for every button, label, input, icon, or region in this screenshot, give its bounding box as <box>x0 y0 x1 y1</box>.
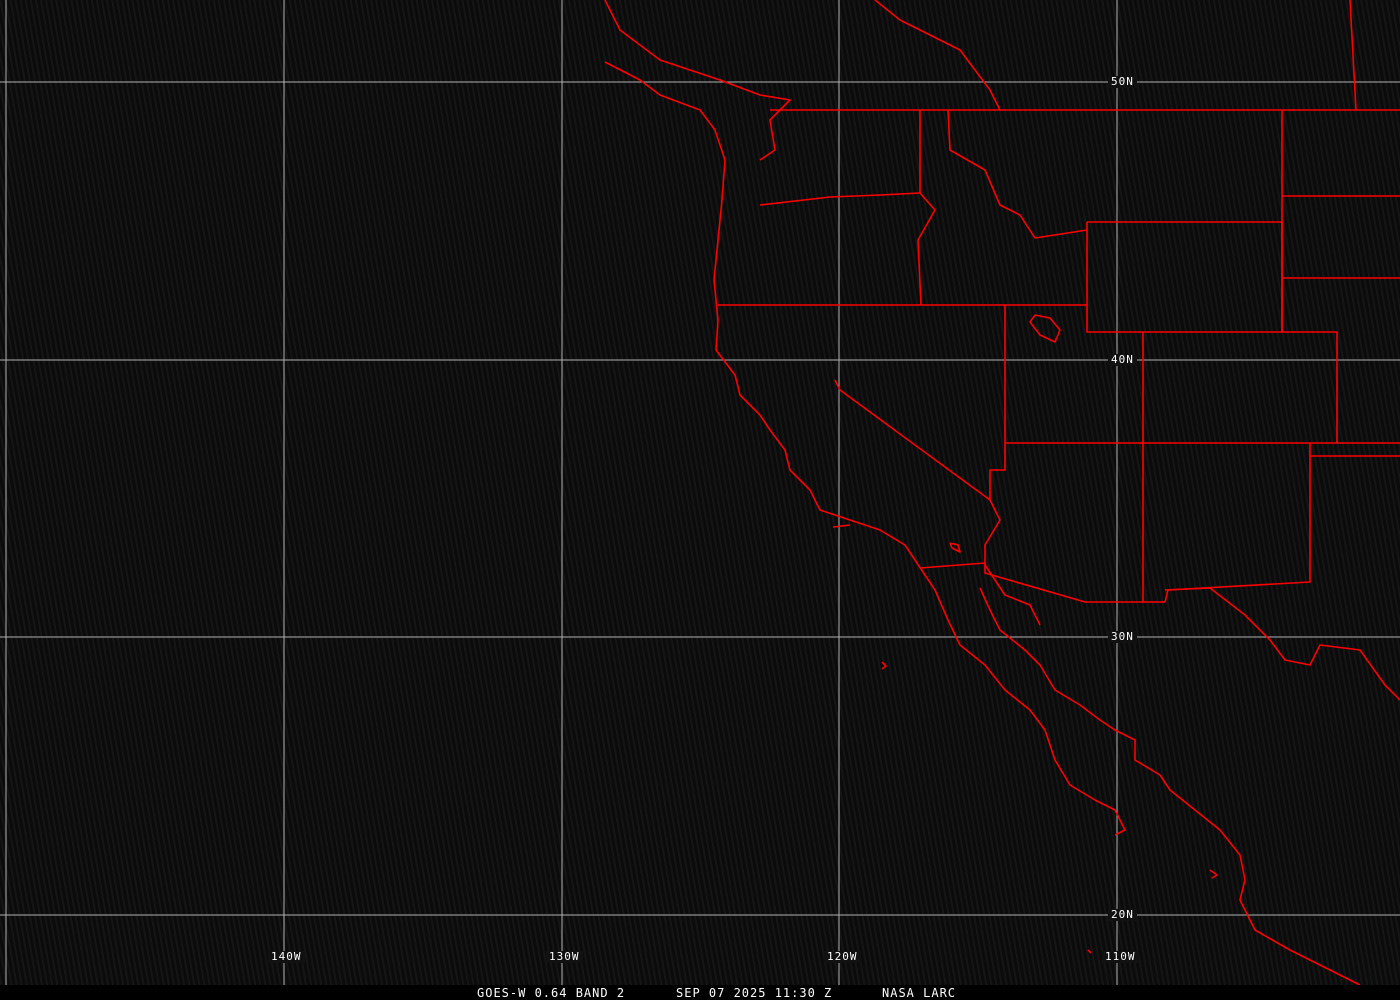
lon-label-120w: 120W <box>824 951 861 963</box>
colorado-border <box>1143 331 1338 443</box>
bc-interior <box>874 0 1001 111</box>
canada-coast <box>604 0 791 161</box>
alberta-border <box>1349 0 1357 111</box>
lat-label-50n: 50N <box>1108 76 1137 88</box>
ca-nv-border <box>834 379 1001 565</box>
mexico-coastline <box>984 564 1041 626</box>
baja-east-coastline <box>979 587 1361 986</box>
utah-border <box>1086 222 1144 602</box>
image-caption: GOES-W 0.64 BAND 2 SEP 07 2025 11:30 Z N… <box>0 985 1400 1000</box>
channel-islands <box>832 524 851 528</box>
lat-label-20n: 20N <box>1108 909 1137 921</box>
salton-sea <box>949 542 961 553</box>
wa-or-border <box>759 192 921 206</box>
lon-label-130w: 130W <box>546 951 583 963</box>
idaho-west-border <box>917 110 936 306</box>
satellite-band: GOES-W 0.64 BAND 2 <box>477 986 626 1000</box>
pacific-coastline <box>604 61 1126 836</box>
wyoming-border <box>1087 221 1283 332</box>
lon-label-140w: 140W <box>268 951 305 963</box>
mexico-interior <box>1164 587 1400 701</box>
lat-label-30n: 30N <box>1108 631 1137 643</box>
us-mexico-border <box>919 562 1165 603</box>
nevada-east-border <box>989 305 1006 500</box>
island-south <box>1087 949 1092 954</box>
great-salt-lake <box>1029 314 1061 343</box>
montana-dakota-border <box>1281 110 1400 333</box>
island-mx <box>1209 869 1218 879</box>
new-mexico-border <box>1164 443 1311 603</box>
island <box>881 661 887 670</box>
source: NASA LARC <box>882 986 957 1000</box>
lon-label-110w: 110W <box>1102 951 1139 963</box>
idaho-east-border <box>947 109 1088 239</box>
timestamp: SEP 07 2025 11:30 Z <box>676 986 833 1000</box>
lat-label-40n: 40N <box>1108 354 1137 366</box>
